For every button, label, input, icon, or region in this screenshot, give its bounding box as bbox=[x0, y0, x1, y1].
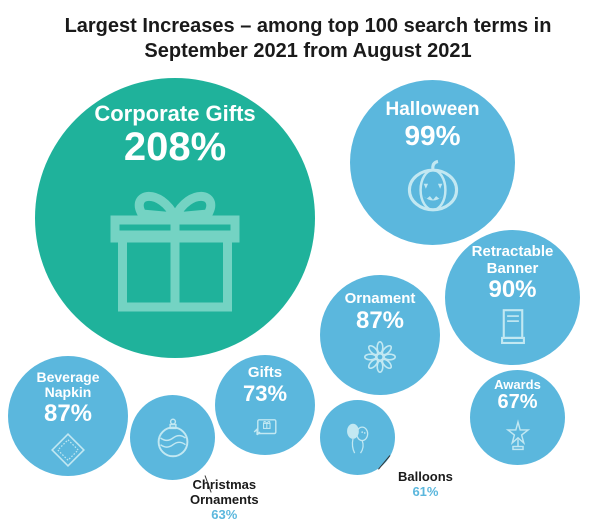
bubble-christmas-ornaments bbox=[130, 395, 215, 480]
bubble-corporate-gifts: Corporate Gifts 208% bbox=[35, 78, 315, 358]
bubble-label: Awards bbox=[494, 378, 541, 392]
bubble-value: 87% bbox=[44, 401, 92, 426]
bauble-icon bbox=[149, 414, 197, 462]
gift-icon bbox=[100, 172, 250, 322]
bubble-halloween: Halloween 99% bbox=[350, 80, 515, 245]
bubble-value: 67% bbox=[497, 392, 537, 413]
banner-icon bbox=[492, 306, 534, 348]
bubble-value: 73% bbox=[243, 382, 287, 405]
bubble-label: BeverageNapkin bbox=[36, 370, 99, 401]
callout-value: 63% bbox=[190, 508, 259, 523]
bubble-awards: Awards 67% bbox=[470, 370, 565, 465]
bubble-label: Ornament bbox=[345, 291, 416, 308]
bubble-label: Halloween bbox=[386, 100, 480, 121]
bubble-ornament: Ornament 87% bbox=[320, 275, 440, 395]
bubble-label: RetractableBanner bbox=[472, 244, 554, 277]
bubble-beverage-napkin: BeverageNapkin 87% bbox=[8, 356, 128, 476]
bubble-retractable-banner: RetractableBanner 90% bbox=[445, 230, 580, 365]
bubble-label: Corporate Gifts bbox=[94, 102, 255, 126]
napkin-icon bbox=[48, 430, 88, 470]
pumpkin-icon bbox=[402, 154, 464, 216]
bubble-value: 208% bbox=[124, 126, 226, 168]
callout-christmas-ornaments: ChristmasOrnaments 63% bbox=[190, 478, 259, 523]
flower-icon bbox=[360, 337, 400, 377]
callout-label: Balloons bbox=[398, 470, 453, 485]
trophy-icon bbox=[500, 417, 536, 453]
callout-label: ChristmasOrnaments bbox=[190, 478, 259, 508]
giftcard-icon bbox=[247, 409, 283, 445]
balloons-icon bbox=[337, 417, 379, 459]
bubble-value: 90% bbox=[488, 277, 536, 302]
chart-title: Largest Increases – among top 100 search… bbox=[0, 0, 616, 64]
callout-balloons: Balloons 61% bbox=[398, 470, 453, 500]
bubble-label: Gifts bbox=[248, 365, 282, 382]
callout-value: 61% bbox=[398, 485, 453, 500]
bubble-balloons bbox=[320, 400, 395, 475]
bubble-gifts: Gifts 73% bbox=[215, 355, 315, 455]
bubble-value: 87% bbox=[356, 308, 404, 333]
bubble-value: 99% bbox=[404, 121, 460, 150]
